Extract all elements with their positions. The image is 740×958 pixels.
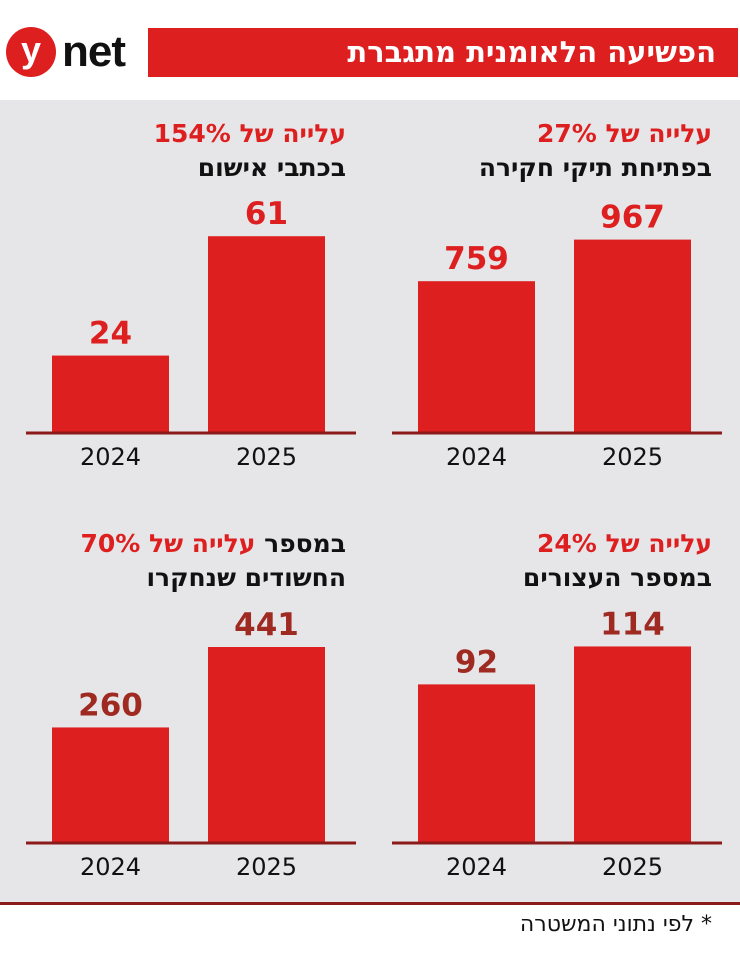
page-title: הפשיעה הלאומנית מתגברת	[148, 28, 738, 77]
chart-highlight: עלייה של 24%	[536, 529, 712, 558]
bar-2024	[52, 355, 169, 433]
bar-value-label: 61	[245, 196, 288, 232]
bar-value-label: 441	[234, 607, 299, 643]
bar-2025	[574, 646, 691, 843]
bar-2025	[208, 647, 325, 843]
chart-investigations: עלייה של 27% בפתיחת תיקי חקירה 759 2024 96…	[392, 100, 722, 490]
bar-value-label: 260	[78, 687, 143, 723]
x-tick-label: 2025	[236, 443, 297, 471]
bar-value-label: 967	[600, 200, 665, 236]
chart-title: במספר העצורים	[522, 563, 712, 592]
source-footnote: * לפי נתוני המשטרה	[519, 912, 712, 937]
ynet-logo[interactable]: y net	[6, 24, 142, 80]
chart-highlight: עלייה של 154%	[153, 119, 346, 148]
chart-highlight: במספר עלייה של 70%	[80, 529, 346, 558]
bar-2024	[418, 281, 535, 433]
chart-title: החשודים שנחקרו	[146, 563, 346, 592]
logo-letter: y	[6, 27, 56, 77]
x-tick-label: 2024	[80, 853, 141, 881]
charts-panel: עלייה של 27% בפתיחת תיקי חקירה 759 2024 96…	[0, 100, 740, 902]
logo-word: net	[62, 27, 126, 76]
x-tick-label: 2024	[80, 443, 141, 471]
chart-arrests: עלייה של 24% במספר העצורים 92 2024 114 2025	[392, 510, 722, 900]
chart-indictments: עלייה של 154% בכתבי אישום 24 2024 61 2025	[26, 100, 356, 490]
chart-suspects: במספר עלייה של 70% החשודים שנחקרו 260 202…	[26, 510, 356, 900]
chart-title: בכתבי אישום	[197, 153, 346, 182]
bar-2025	[574, 239, 691, 433]
x-tick-label: 2025	[236, 853, 297, 881]
bar-2025	[208, 236, 325, 433]
header: y net הפשיעה הלאומנית מתגברת	[0, 0, 740, 100]
bar-chart-svg: 260 2024 441 2025	[26, 607, 356, 881]
x-tick-label: 2025	[602, 443, 663, 471]
footer-divider	[0, 902, 740, 905]
chart-title: בפתיחת תיקי חקירה	[478, 153, 712, 182]
bar-value-label: 92	[455, 644, 498, 680]
bar-chart-svg: 24 2024 61 2025	[26, 196, 356, 471]
chart-highlight: עלייה של 27%	[536, 119, 712, 148]
bar-2024	[418, 684, 535, 843]
bar-chart-svg: 759 2024 967 2025	[392, 200, 722, 471]
bar-value-label: 114	[600, 606, 665, 642]
x-tick-label: 2024	[446, 853, 507, 881]
x-tick-label: 2025	[602, 853, 663, 881]
bar-chart-svg: 92 2024 114 2025	[392, 606, 722, 881]
x-tick-label: 2024	[446, 443, 507, 471]
bar-value-label: 759	[444, 241, 509, 277]
bar-value-label: 24	[89, 316, 132, 352]
bar-2024	[52, 727, 169, 843]
